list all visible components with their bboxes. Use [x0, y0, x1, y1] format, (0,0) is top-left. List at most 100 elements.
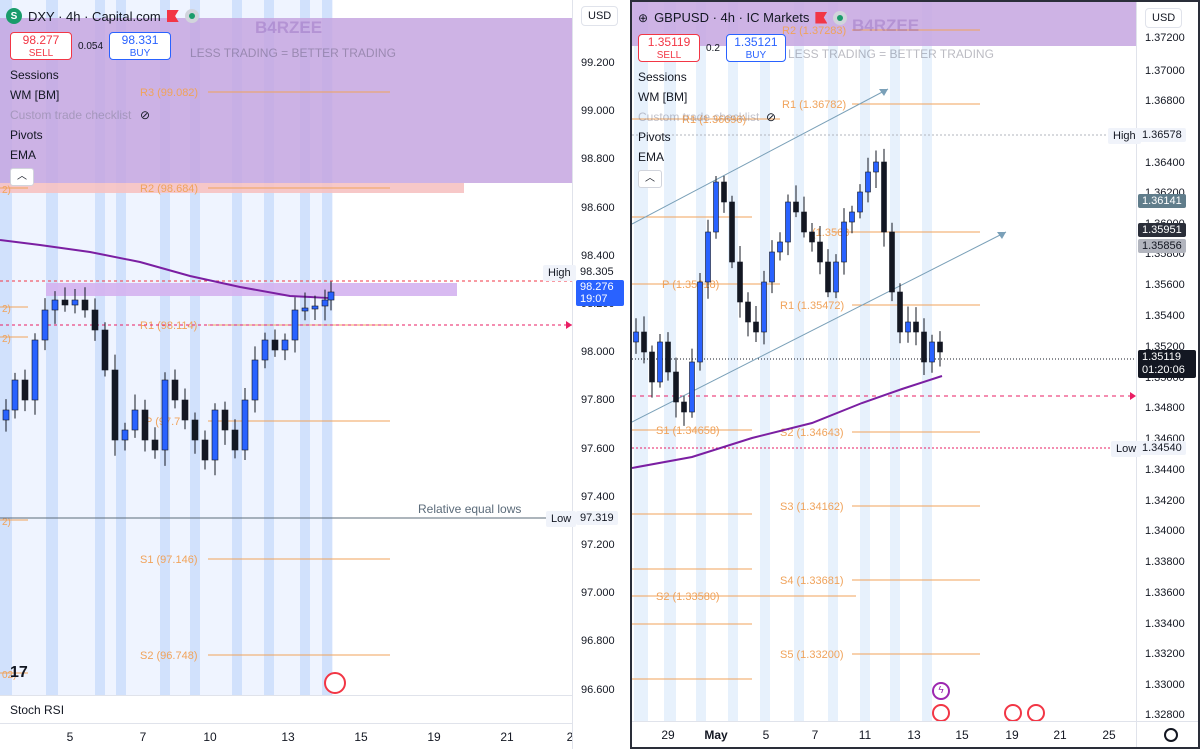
flag-icon[interactable] [815, 11, 828, 24]
indicator-ema[interactable]: EMA [10, 148, 37, 162]
uk-flag-event-icon-2[interactable] [1027, 704, 1045, 722]
indicator-wm[interactable]: WM [BM] [10, 88, 60, 102]
candle-body [689, 361, 695, 413]
candle-body [241, 399, 249, 451]
currency-selector[interactable]: USD [581, 6, 619, 26]
candle-body [71, 299, 79, 306]
candle-body [161, 379, 169, 451]
price-axis[interactable]: USD 99.20099.00098.80098.60098.40098.200… [572, 0, 630, 749]
candle-body [825, 261, 831, 293]
indicator-sessions[interactable]: Sessions [10, 68, 59, 82]
time-tick: 19 [427, 730, 441, 744]
eye-hidden-icon[interactable]: ⊘ [140, 108, 151, 122]
candle-body [913, 321, 919, 333]
collapse-legend-button[interactable]: ︿ [638, 170, 662, 188]
candle-body [817, 241, 823, 263]
price-tick: 1.33800 [1145, 556, 1185, 568]
candle-body [849, 211, 855, 223]
candle-body [905, 321, 911, 333]
session-band [890, 2, 900, 721]
price-tick: 96.800 [581, 635, 615, 648]
price-tick: 1.36400 [1145, 157, 1185, 169]
candle-body [321, 299, 329, 307]
price-tick: 1.33200 [1145, 648, 1185, 660]
watermark: B4RZEE [852, 16, 920, 35]
pivot-edge-label: 02) [2, 670, 16, 681]
price-tick: 97.200 [581, 539, 615, 551]
watermark: B4RZEE [255, 18, 323, 37]
collapse-legend-button[interactable]: ︿ [10, 168, 34, 186]
low-value: 97.319 [576, 511, 618, 525]
time-axis[interactable]: 5 7 10 13 15 19 21 2 [0, 723, 630, 749]
price-tick: 1.33400 [1145, 618, 1185, 630]
pivot-edge-label: 2) [2, 517, 11, 528]
sell-button[interactable]: 98.277 SELL [10, 32, 72, 60]
price-tick: 1.34800 [1145, 402, 1185, 414]
current-price-tag: 98.276 19:07 [576, 280, 624, 306]
gbpusd-plot[interactable]: R2 (1.37283) R1 (1.36782) R1 (1.36696) P (1… [632, 2, 1136, 721]
pivot-edge-label: 2) [2, 185, 11, 196]
stoch-rsi-panel[interactable]: Stoch RSI [0, 695, 572, 723]
candle-body [51, 299, 59, 311]
indicator-pivots[interactable]: Pivots [638, 130, 671, 144]
price-tick: 98.600 [581, 201, 615, 214]
symbol-title[interactable]: GBPUSD · 4h · IC Markets [654, 10, 810, 25]
price-tag-a: 1.36141 [1138, 194, 1186, 208]
price-tick: 96.600 [581, 683, 615, 696]
indicator-sessions[interactable]: Sessions [638, 70, 687, 84]
pivot-label: R2 (1.37283) [782, 25, 846, 37]
session-band [922, 2, 932, 721]
price-tick: 1.35400 [1145, 310, 1185, 322]
symbol-legend[interactable]: ⊕ GBPUSD · 4h · IC Markets [638, 10, 848, 25]
candle-body [729, 201, 735, 263]
uk-flag-event-icon[interactable] [1004, 704, 1022, 722]
supply-zone [0, 18, 572, 183]
session-band [760, 2, 770, 721]
price-tick: 97.800 [581, 394, 615, 407]
time-tick: 5 [66, 730, 74, 744]
candle-body [81, 299, 89, 311]
indicator-checklist[interactable]: Custom trade checklist [10, 108, 132, 122]
low-label: Low [1111, 441, 1142, 457]
candle-body [261, 339, 269, 361]
dxy-plot[interactable]: R3 (99.082)R2 (98.684)R1 (98.114)P (97.7… [0, 0, 572, 695]
price-tick: 1.34000 [1145, 525, 1185, 537]
indicator-wm[interactable]: WM [BM] [638, 90, 688, 104]
low-label: Low [546, 511, 577, 527]
indicator-pivots[interactable]: Pivots [10, 128, 43, 142]
buy-button[interactable]: 98.331 BUY [109, 32, 172, 60]
lightning-event-icon[interactable]: ϟ [932, 682, 950, 700]
currency-selector[interactable]: USD [1145, 8, 1183, 28]
price-tick: 1.36800 [1145, 95, 1185, 107]
indicator-ema[interactable]: EMA [638, 150, 665, 164]
gbpusd-chart-pane[interactable]: R2 (1.37283) R1 (1.36782) R1 (1.36696) P (1… [630, 0, 1200, 749]
candle-body [141, 409, 149, 441]
symbol-legend[interactable]: S DXY · 4h · Capital.com [6, 8, 199, 24]
dxy-chart-pane[interactable]: R3 (99.082)R2 (98.684)R1 (98.114)P (97.7… [0, 0, 630, 749]
candle-body [785, 201, 791, 243]
buy-button[interactable]: 1.35121 BUY [725, 34, 786, 62]
session-band [728, 2, 738, 721]
time-axis[interactable]: 29 May 5 7 11 13 15 19 21 25 [632, 721, 1198, 747]
candle-body [281, 339, 289, 351]
trade-buttons: 98.277 SELL 0.054 98.331 BUY [10, 32, 172, 60]
spread: 0.2 [706, 42, 720, 54]
candle-body [31, 339, 39, 401]
settings-gear-icon[interactable] [1164, 728, 1178, 742]
price-tick: 1.34400 [1145, 464, 1185, 476]
candle-body [865, 171, 871, 193]
flag-icon[interactable] [166, 10, 179, 22]
eye-hidden-icon[interactable]: ⊘ [766, 110, 777, 124]
candle-body [641, 331, 647, 353]
indicator-checklist[interactable]: Custom trade checklist [638, 110, 760, 124]
candle-body [21, 379, 29, 401]
us-flag-event-icon[interactable] [324, 672, 346, 694]
time-tick: 15 [354, 730, 368, 744]
market-status-icon [833, 10, 848, 25]
tradingview-logo: 17 [10, 664, 28, 681]
candle-body [769, 251, 775, 283]
sell-button[interactable]: 1.35119 SELL [638, 34, 700, 62]
price-tick: 1.34200 [1145, 495, 1185, 507]
us-flag-event-icon[interactable] [932, 704, 950, 722]
symbol-title[interactable]: DXY · 4h · Capital.com [28, 8, 161, 24]
